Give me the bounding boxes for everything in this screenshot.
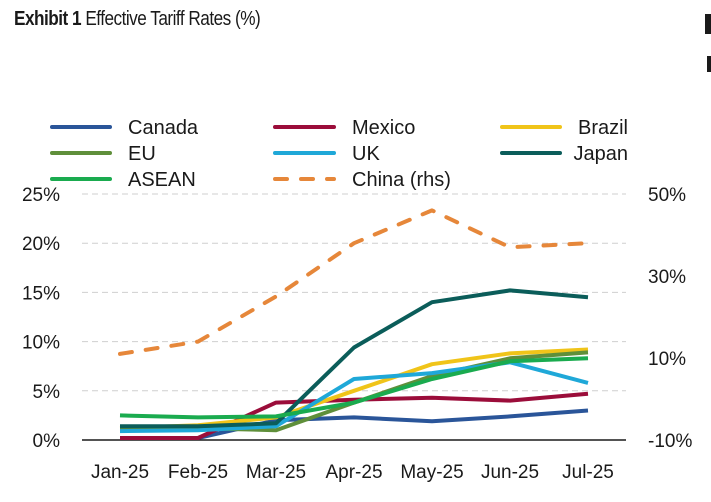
left-axis-tick-label: 15%	[22, 283, 60, 304]
left-axis-ticks: 0% 5% 10% 15% 20% 25%	[22, 185, 60, 452]
legend-item: ASEAN	[50, 169, 196, 191]
series-line-china-rhs	[118, 208, 590, 356]
x-axis-tick-label: Mar-25	[246, 462, 306, 483]
legend-item: Canada	[50, 117, 199, 139]
series-line-uk	[119, 360, 589, 434]
left-axis-tick-label: 5%	[33, 382, 61, 403]
exhibit-label: Exhibit 1	[14, 8, 82, 30]
right-axis-ticks: -10% 10% 30% 50%	[648, 185, 692, 452]
x-axis-tick-label: May-25	[400, 462, 463, 483]
left-axis-tick-label: 0%	[33, 431, 61, 452]
legend-label: UK	[352, 143, 380, 165]
right-axis-tick-label: 30%	[648, 267, 686, 288]
legend-label: Japan	[574, 143, 629, 165]
legend-label: Canada	[128, 117, 199, 139]
x-axis-tick-label: Jul-25	[562, 462, 614, 483]
x-axis-ticks: Jan-25 Feb-25 Mar-25 Apr-25 May-25 Jun-25 Jul-…	[91, 462, 614, 483]
series-line-asean	[119, 356, 589, 420]
legend-item: Mexico	[273, 117, 415, 139]
legend-label: Mexico	[352, 117, 415, 139]
legend-label: China (rhs)	[352, 169, 451, 191]
x-axis-tick-label: Jun-25	[481, 462, 539, 483]
series-lines	[118, 208, 590, 440]
right-axis-tick-label: 50%	[648, 185, 686, 206]
title-text: Effective Tariff Rates (%)	[85, 8, 261, 30]
right-axis-tick-label: -10%	[648, 431, 692, 452]
right-axis-tick-label: 10%	[648, 349, 686, 370]
left-axis-tick-label: 10%	[22, 333, 60, 354]
x-axis-tick-label: Jan-25	[91, 462, 149, 483]
x-axis-tick-label: Apr-25	[325, 462, 382, 483]
legend-label: ASEAN	[128, 169, 196, 191]
legend-item: EU	[50, 143, 156, 165]
legend-item: Brazil	[500, 117, 628, 139]
legend-item: Japan	[500, 143, 629, 165]
clipped-text-fragment	[705, 14, 711, 34]
legend: Canada Mexico Brazil EU UK Japan ASEAN China (r…	[50, 117, 629, 191]
left-axis-tick-label: 25%	[22, 185, 60, 206]
left-axis-tick-label: 20%	[22, 234, 60, 255]
legend-item: UK	[273, 143, 380, 165]
legend-label: EU	[128, 143, 156, 165]
legend-label: Brazil	[578, 117, 628, 139]
chart-title: Exhibit 1 Effective Tariff Rates (%)	[14, 8, 261, 31]
legend-item: China (rhs)	[273, 169, 451, 191]
clipped-text-fragment	[707, 56, 711, 72]
series-line-japan	[120, 288, 589, 429]
series-line-mexico	[120, 391, 589, 440]
x-axis-tick-label: Feb-25	[168, 462, 228, 483]
